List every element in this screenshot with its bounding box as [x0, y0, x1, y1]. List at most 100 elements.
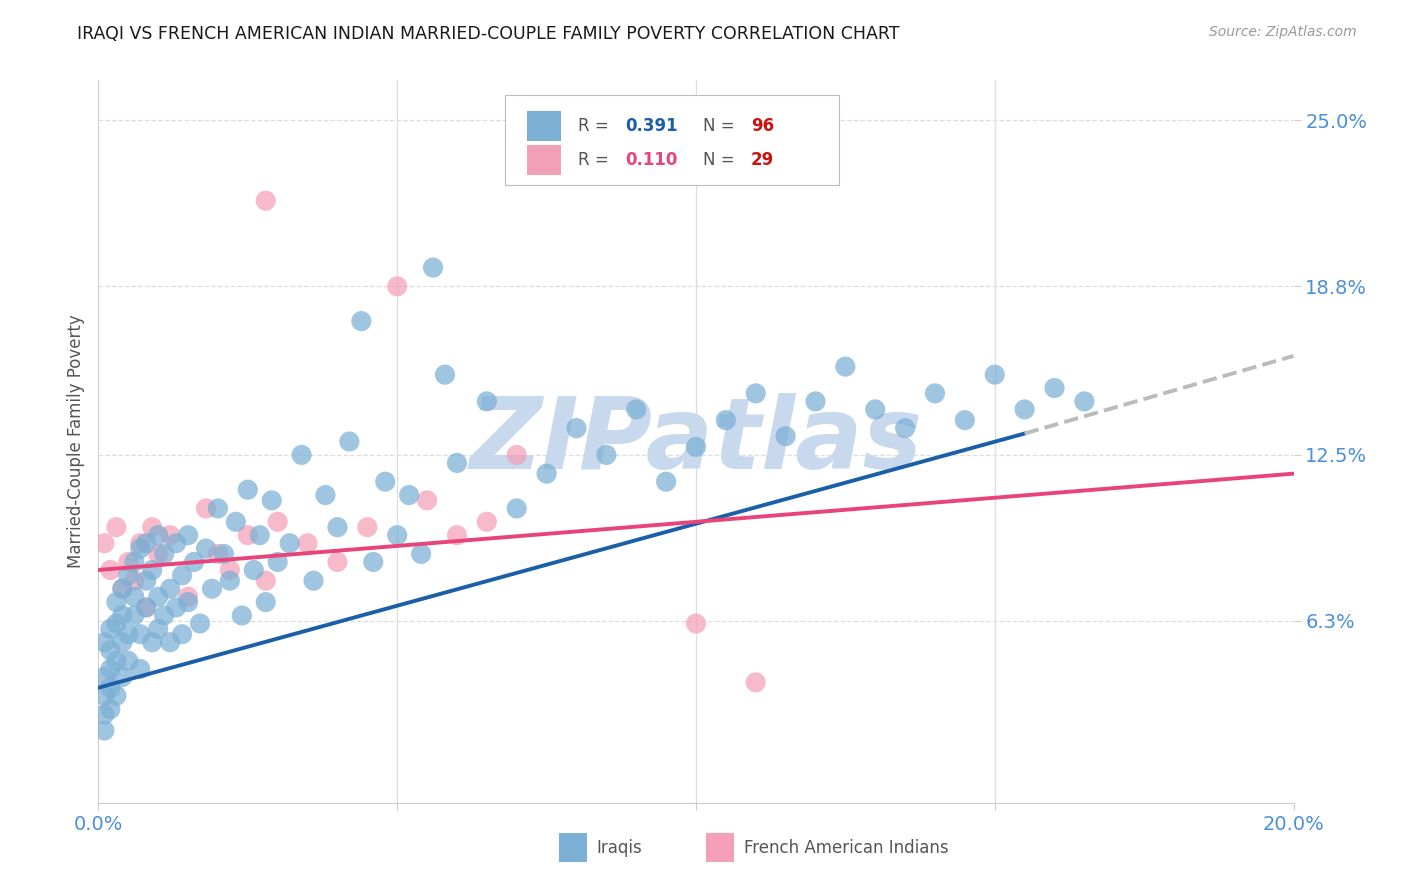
Point: [188, 616, 211, 631]
Point: [315, 488, 337, 502]
Point: [446, 456, 468, 470]
Point: [141, 520, 163, 534]
Point: [219, 574, 242, 588]
Point: [117, 627, 139, 641]
Point: [141, 563, 163, 577]
Point: [506, 448, 529, 462]
Point: [98, 702, 122, 716]
Point: [111, 608, 134, 623]
Point: [297, 536, 319, 550]
Point: [212, 547, 235, 561]
Point: [236, 483, 259, 497]
Point: [422, 260, 444, 275]
Point: [159, 635, 181, 649]
Point: [326, 555, 349, 569]
Point: [124, 608, 146, 623]
Point: [536, 467, 558, 481]
Point: [374, 475, 396, 489]
Point: [446, 528, 468, 542]
Point: [267, 515, 290, 529]
Point: [745, 675, 768, 690]
Point: [865, 402, 887, 417]
Point: [385, 279, 409, 293]
Y-axis label: Married-Couple Family Poverty: Married-Couple Family Poverty: [66, 315, 84, 568]
Point: [243, 563, 266, 577]
Point: [129, 662, 152, 676]
Text: N =: N =: [703, 151, 740, 169]
Point: [98, 662, 122, 676]
Bar: [527, 111, 561, 141]
Text: N =: N =: [703, 117, 740, 135]
Point: [183, 555, 205, 569]
Point: [291, 448, 314, 462]
Point: [207, 501, 229, 516]
Point: [225, 515, 247, 529]
Text: Source: ZipAtlas.com: Source: ZipAtlas.com: [1209, 25, 1357, 39]
Point: [254, 194, 277, 208]
Point: [984, 368, 1007, 382]
Point: [177, 590, 200, 604]
Point: [565, 421, 588, 435]
Point: [416, 493, 439, 508]
Point: [98, 643, 122, 657]
Point: [302, 574, 325, 588]
Point: [254, 574, 277, 588]
Point: [363, 555, 385, 569]
Text: French American Indians: French American Indians: [744, 838, 949, 856]
Text: 0.110: 0.110: [626, 151, 678, 169]
Bar: [558, 833, 588, 862]
Point: [93, 670, 115, 684]
Point: [165, 600, 187, 615]
Point: [105, 595, 128, 609]
Point: [105, 520, 128, 534]
Point: [249, 528, 271, 542]
Point: [350, 314, 373, 328]
Point: [98, 563, 122, 577]
Point: [172, 568, 194, 582]
Point: [775, 429, 797, 443]
Point: [129, 541, 152, 556]
Point: [411, 547, 433, 561]
Text: R =: R =: [578, 151, 613, 169]
Point: [254, 595, 277, 609]
Point: [207, 547, 229, 561]
Point: [834, 359, 856, 374]
Point: [655, 475, 678, 489]
Point: [267, 555, 290, 569]
Point: [159, 582, 181, 596]
Point: [195, 541, 218, 556]
Point: [111, 582, 134, 596]
Point: [117, 568, 139, 582]
Point: [231, 608, 253, 623]
Text: Iraqis: Iraqis: [596, 838, 643, 856]
Point: [129, 536, 152, 550]
Point: [195, 501, 218, 516]
Text: 0.391: 0.391: [626, 117, 678, 135]
Point: [434, 368, 457, 382]
Text: IRAQI VS FRENCH AMERICAN INDIAN MARRIED-COUPLE FAMILY POVERTY CORRELATION CHART: IRAQI VS FRENCH AMERICAN INDIAN MARRIED-…: [77, 25, 900, 43]
Point: [1014, 402, 1036, 417]
Point: [135, 600, 157, 615]
Point: [105, 616, 128, 631]
Point: [506, 501, 529, 516]
Point: [105, 654, 128, 668]
Point: [177, 595, 200, 609]
Bar: [706, 833, 734, 862]
Point: [135, 536, 157, 550]
Point: [165, 536, 187, 550]
Point: [475, 515, 498, 529]
Point: [105, 689, 128, 703]
Point: [201, 582, 224, 596]
Point: [745, 386, 768, 401]
Point: [117, 654, 139, 668]
Text: 29: 29: [751, 151, 775, 169]
Point: [148, 590, 170, 604]
Point: [172, 627, 194, 641]
Point: [148, 547, 170, 561]
Point: [1073, 394, 1095, 409]
Point: [953, 413, 976, 427]
Point: [475, 394, 498, 409]
Point: [111, 582, 134, 596]
Point: [124, 555, 146, 569]
Point: [685, 440, 707, 454]
